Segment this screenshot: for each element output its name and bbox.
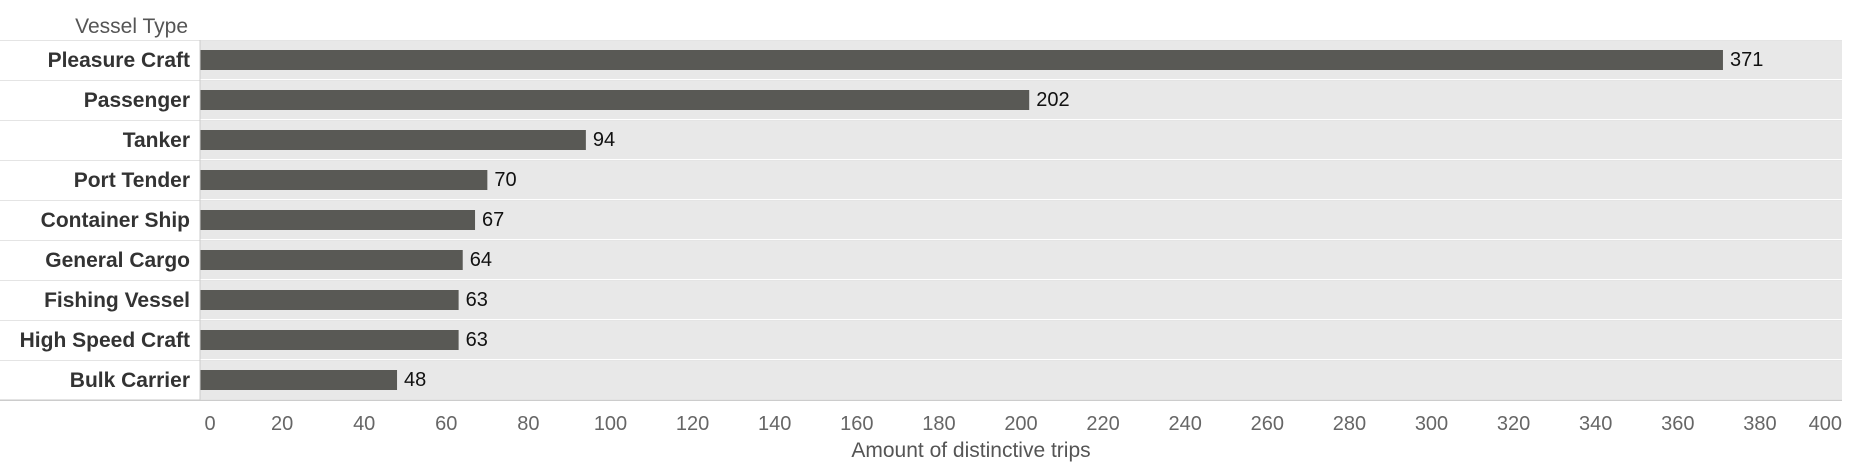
x-tick-label: 0: [204, 413, 215, 435]
category-label-general-cargo: General Cargo: [45, 249, 190, 272]
row-labels: Pleasure Craft Passenger Tanker Port Tender…: [20, 49, 190, 392]
bar-high-speed-craft: [200, 330, 459, 350]
row-band-high-speed-craft: [200, 321, 1842, 359]
row-header-cell-general-cargo: [0, 241, 200, 279]
bar-bulk-carrier: [200, 370, 398, 390]
x-tick-label: 240: [1169, 413, 1202, 435]
bar-pleasure-craft: [200, 50, 1723, 70]
x-tick-label: 260: [1251, 413, 1284, 435]
bar-tanker: [200, 130, 586, 150]
row-header-cell-port-tender: [0, 161, 200, 199]
data-labels: 371 202 94 70 67 64 63 63 48: [404, 49, 1763, 391]
x-tick-label: 80: [517, 413, 539, 435]
bar-passenger: [200, 90, 1030, 110]
x-tick-label: 100: [594, 413, 627, 435]
x-tick-label: 160: [840, 413, 873, 435]
category-label-bulk-carrier: Bulk Carrier: [70, 369, 190, 392]
x-tick-label: 60: [435, 413, 457, 435]
category-label-tanker: Tanker: [123, 129, 190, 152]
data-label-passenger: 202: [1036, 89, 1069, 111]
category-label-passenger: Passenger: [84, 89, 190, 112]
x-tick-label: 20: [271, 413, 293, 435]
x-tick-label: 360: [1661, 413, 1694, 435]
category-label-fishing-vessel: Fishing Vessel: [44, 289, 190, 312]
x-tick-label: 200: [1004, 413, 1037, 435]
x-tick-label: 220: [1086, 413, 1119, 435]
x-tick-label: 40: [353, 413, 375, 435]
row-band-bulk-carrier: [200, 361, 1842, 399]
category-label-high-speed-craft: High Speed Craft: [20, 329, 190, 352]
row-header-cell-tanker: [0, 121, 200, 159]
data-label-port-tender: 70: [494, 169, 516, 191]
data-label-tanker: 94: [593, 129, 615, 151]
category-label-port-tender: Port Tender: [74, 169, 190, 192]
data-label-fishing-vessel: 63: [466, 289, 488, 311]
row-header-cell-high-speed-craft: [0, 321, 200, 359]
row-band-general-cargo: [200, 241, 1842, 279]
x-tick-label: 300: [1415, 413, 1448, 435]
row-band-fishing-vessel: [200, 281, 1842, 319]
row-header-cell-container-ship: [0, 201, 200, 239]
x-axis-title: Amount of distinctive trips: [851, 439, 1090, 462]
data-label-general-cargo: 64: [470, 249, 492, 271]
bar-fishing-vessel: [200, 290, 459, 310]
row-header-cell-fishing-vessel: [0, 281, 200, 319]
x-tick-label: 380: [1743, 413, 1776, 435]
x-tick-label: 180: [922, 413, 955, 435]
category-label-pleasure-craft: Pleasure Craft: [48, 49, 190, 72]
bar-port-tender: [200, 170, 488, 190]
category-label-container-ship: Container Ship: [41, 209, 190, 232]
data-label-high-speed-craft: 63: [466, 329, 488, 351]
row-header-cell-bulk-carrier: [0, 361, 200, 399]
bars: [200, 50, 1723, 390]
x-axis-ticks: 0 20 40 60 80 100 120 140 160 180 200 220 240 260 280 3…: [204, 413, 1842, 435]
bar-container-ship: [200, 210, 476, 230]
x-tick-label: 320: [1497, 413, 1530, 435]
bar-general-cargo: [200, 250, 463, 270]
row-bands: [0, 40, 1842, 400]
row-header-cell-passenger: [0, 81, 200, 119]
x-tick-label: 140: [758, 413, 791, 435]
data-label-bulk-carrier: 48: [404, 369, 426, 391]
x-tick-label: 340: [1579, 413, 1612, 435]
x-tick-label: 120: [676, 413, 709, 435]
data-label-container-ship: 67: [482, 209, 504, 231]
data-label-pleasure-craft: 371: [1730, 49, 1763, 71]
x-tick-label: 400: [1809, 413, 1842, 435]
row-header-title: Vessel Type: [75, 15, 188, 38]
row-header-cell-pleasure-craft: [0, 41, 200, 79]
x-tick-label: 280: [1333, 413, 1366, 435]
